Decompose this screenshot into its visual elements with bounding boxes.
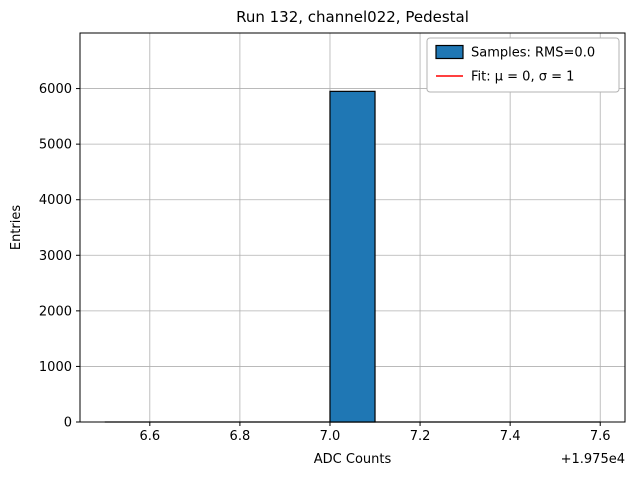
legend-entry-label: Samples: RMS=0.0 <box>471 46 595 61</box>
y-axis-label: Entries <box>9 205 24 251</box>
y-tick-label: 0 <box>64 416 72 431</box>
legend-entry-label: Fit: μ = 0, σ = 1 <box>471 70 574 85</box>
x-tick-label: 6.6 <box>139 429 160 444</box>
x-tick-label: 6.8 <box>230 429 251 444</box>
y-tick-label: 5000 <box>39 138 72 153</box>
x-offset-label: +1.975e4 <box>561 452 625 467</box>
y-tick-label: 3000 <box>39 249 72 264</box>
y-tick-label: 6000 <box>39 82 72 97</box>
y-tick-label: 2000 <box>39 304 72 319</box>
x-tick-label: 7.4 <box>500 429 521 444</box>
x-tick-label: 7.2 <box>410 429 431 444</box>
x-tick-label: 7.6 <box>590 429 611 444</box>
x-tick-label: 7.0 <box>320 429 341 444</box>
legend-samples-swatch <box>435 44 464 60</box>
histogram-bar <box>329 90 376 423</box>
y-tick-label: 4000 <box>39 193 72 208</box>
chart-title: Run 132, channel022, Pedestal <box>236 8 469 26</box>
y-tick-label: 1000 <box>39 360 72 375</box>
legend-box <box>426 37 620 93</box>
legend: Samples: RMS=0.0 Fit: μ = 0, σ = 1 <box>426 37 620 93</box>
plot-frame <box>79 32 626 423</box>
x-axis-label: ADC Counts <box>314 452 392 467</box>
